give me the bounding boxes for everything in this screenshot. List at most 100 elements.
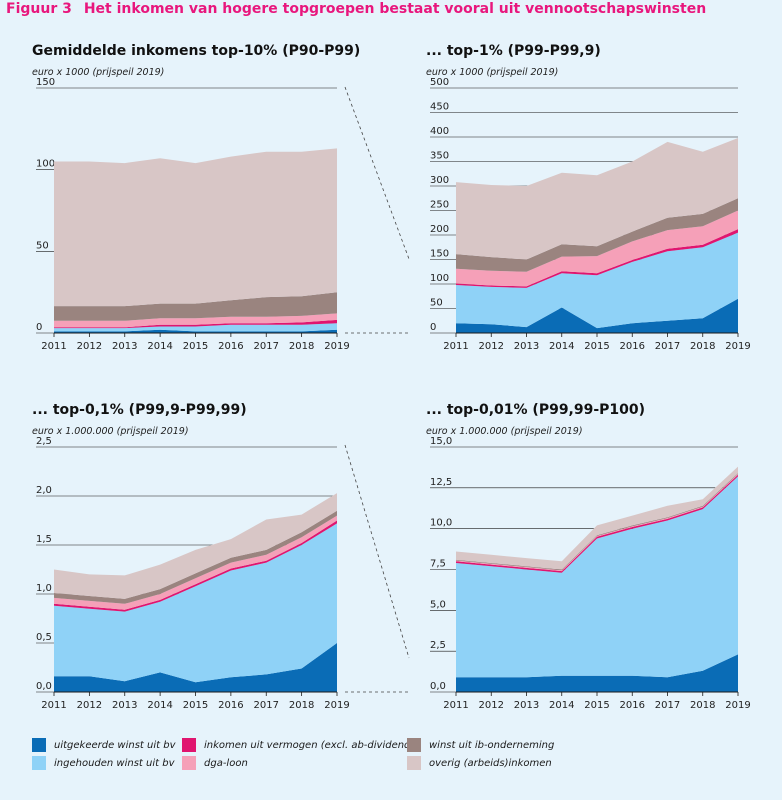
y-tick-label: 1,0 — [36, 583, 52, 594]
x-tick-label: 2014 — [147, 700, 172, 711]
legend-item-uitgekeerd: uitgekeerde winst uit bv — [32, 738, 176, 752]
x-tick-label: 2018 — [690, 341, 715, 352]
legend-label-overig: overig (arbeids)inkomen — [429, 757, 552, 769]
x-tick-label: 2016 — [218, 341, 243, 352]
y-tick-label: 450 — [430, 102, 449, 113]
x-tick-label: 2018 — [289, 700, 314, 711]
y-tick-label: 100 — [36, 159, 55, 170]
y-tick-label: 15,0 — [430, 436, 452, 447]
y-tick-label: 500 — [430, 77, 449, 88]
y-tick-label: 12,5 — [430, 477, 452, 488]
x-tick-label: 2015 — [183, 341, 208, 352]
area-ib — [54, 292, 337, 321]
legend-item-ib: winst uit ib-onderneming — [407, 738, 554, 752]
x-tick-label: 2019 — [324, 700, 349, 711]
x-tick-label: 2013 — [112, 341, 137, 352]
legend-item-vermogen: inkomen uit vermogen (excl. ab-dividend) — [182, 738, 414, 752]
x-tick-label: 2015 — [183, 700, 208, 711]
area-uitgekeerd — [54, 329, 337, 333]
legend-swatch-ib — [407, 738, 421, 752]
chart-panel-3: ... top-0,1% (P99,9-P99,99) euro x 1.000.… — [32, 402, 350, 711]
y-tick-label: 200 — [430, 224, 449, 235]
y-tick-label: 1,5 — [36, 534, 52, 545]
figure-label: Figuur 3 — [6, 1, 72, 17]
legend-item-overig: overig (arbeids)inkomen — [407, 756, 552, 770]
x-tick-label: 2011 — [443, 341, 468, 352]
x-tick-label: 2013 — [514, 700, 539, 711]
y-tick-label: 150 — [430, 249, 449, 260]
area-vermogen — [54, 319, 337, 329]
area-ingehouden — [456, 476, 738, 678]
x-tick-label: 2016 — [620, 341, 645, 352]
y-tick-label: 5,0 — [430, 599, 446, 610]
area-dga — [456, 210, 738, 287]
area-ib — [456, 198, 738, 272]
x-tick-label: 2014 — [549, 700, 574, 711]
x-tick-label: 2016 — [218, 700, 243, 711]
legend-swatch-overig — [407, 756, 421, 770]
y-tick-label: 150 — [36, 77, 55, 88]
y-tick-label: 50 — [430, 298, 443, 309]
zoom-connector — [344, 444, 410, 659]
y-tick-label: 250 — [430, 200, 449, 211]
area-dga — [54, 313, 337, 328]
x-tick-label: 2019 — [725, 700, 750, 711]
y-tick-label: 0 — [36, 322, 42, 333]
area-overig — [456, 138, 738, 260]
x-tick-label: 2018 — [690, 700, 715, 711]
y-tick-label: 0,0 — [430, 681, 446, 692]
chart-panel-2: ... top-1% (P99-P99,9) euro x 1000 (prijs… — [426, 43, 751, 352]
chart-unit-label: euro x 1.000.000 (prijspeil 2019) — [426, 426, 583, 437]
y-tick-label: 350 — [430, 151, 449, 162]
y-tick-label: 300 — [430, 175, 449, 186]
x-tick-label: 2013 — [514, 341, 539, 352]
chart-unit-label: euro x 1000 (prijspeil 2019) — [426, 67, 558, 78]
y-tick-label: 2,5 — [36, 436, 52, 447]
area-overig — [54, 493, 337, 599]
x-tick-label: 2019 — [725, 341, 750, 352]
area-ingehouden — [54, 523, 337, 683]
area-overig — [54, 148, 337, 307]
x-tick-label: 2014 — [147, 341, 172, 352]
chart-unit-label: euro x 1.000.000 (prijspeil 2019) — [32, 426, 189, 437]
y-tick-label: 10,0 — [430, 518, 452, 529]
x-tick-label: 2019 — [324, 341, 349, 352]
legend-label-ingehouden: ingehouden winst uit bv — [54, 757, 175, 769]
legend-swatch-dga — [182, 756, 196, 770]
x-tick-label: 2014 — [549, 341, 574, 352]
y-tick-label: 2,0 — [36, 485, 52, 496]
legend-item-dga: dga-loon — [182, 756, 248, 770]
area-uitgekeerd — [54, 643, 337, 692]
x-tick-label: 2017 — [655, 341, 680, 352]
legend-swatch-vermogen — [182, 738, 196, 752]
y-tick-label: 7,5 — [430, 559, 446, 570]
y-tick-label: 0,5 — [36, 632, 52, 643]
x-tick-label: 2016 — [620, 700, 645, 711]
y-tick-label: 400 — [430, 126, 449, 137]
chart-title: ... top-0,1% (P99,9-P99,99) — [32, 402, 247, 418]
legend-label-ib: winst uit ib-onderneming — [429, 739, 555, 751]
y-tick-label: 50 — [36, 240, 49, 251]
x-tick-label: 2015 — [584, 341, 609, 352]
x-tick-label: 2015 — [584, 700, 609, 711]
legend-label-uitgekeerd: uitgekeerde winst uit bv — [54, 739, 176, 751]
x-tick-label: 2012 — [479, 341, 504, 352]
x-tick-label: 2011 — [443, 700, 468, 711]
legend-label-vermogen: inkomen uit vermogen (excl. ab-dividend) — [204, 739, 415, 751]
legend-label-dga: dga-loon — [204, 757, 248, 769]
x-tick-label: 2011 — [41, 700, 66, 711]
x-tick-label: 2018 — [289, 341, 314, 352]
x-tick-label: 2011 — [41, 341, 66, 352]
zoom-connector — [344, 86, 410, 260]
x-tick-label: 2017 — [655, 700, 680, 711]
chart-unit-label: euro x 1000 (prijspeil 2019) — [32, 67, 164, 78]
figure-title: Figuur 3 Het inkomen van hogere topgroepe… — [6, 1, 706, 17]
y-tick-label: 100 — [430, 273, 449, 284]
legend-item-ingehouden: ingehouden winst uit bv — [32, 756, 175, 770]
x-tick-label: 2017 — [254, 700, 279, 711]
area-ingehouden — [456, 232, 738, 329]
area-ingehouden — [54, 323, 337, 332]
chart-panel-1: Gemiddelde inkomens top-10% (P90-P99) eur… — [32, 43, 360, 352]
legend-swatch-uitgekeerd — [32, 738, 46, 752]
chart-title: Gemiddelde inkomens top-10% (P90-P99) — [32, 43, 360, 59]
